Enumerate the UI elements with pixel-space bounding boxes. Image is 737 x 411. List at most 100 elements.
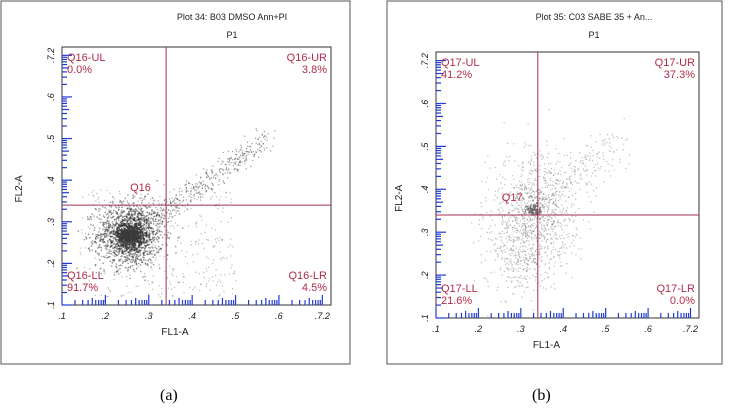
event-dot xyxy=(547,276,549,278)
event-dot xyxy=(187,203,189,205)
event-dot xyxy=(127,207,129,210)
event-dot xyxy=(535,262,537,264)
event-dot xyxy=(521,166,524,168)
event-dot xyxy=(145,239,148,242)
event-dot xyxy=(151,226,153,229)
event-dot xyxy=(592,149,594,152)
event-dot xyxy=(111,230,113,233)
event-dot xyxy=(550,258,552,260)
event-dot xyxy=(129,250,131,252)
event-dot xyxy=(118,251,120,253)
event-dot xyxy=(142,237,145,239)
event-dot xyxy=(556,190,558,192)
event-dot xyxy=(551,224,553,226)
event-dot xyxy=(128,210,130,213)
event-dot xyxy=(137,285,139,287)
event-dot xyxy=(523,198,525,200)
quadrant-name: Q17-LR xyxy=(656,283,695,295)
event-dot xyxy=(509,194,511,196)
event-dot xyxy=(134,235,136,237)
event-dot xyxy=(536,202,538,204)
event-dot xyxy=(523,291,526,293)
event-dot xyxy=(513,187,515,189)
event-dot xyxy=(571,276,573,279)
event-dot xyxy=(143,224,145,226)
event-dot xyxy=(172,274,174,276)
event-dot xyxy=(546,210,548,213)
event-dot xyxy=(103,269,105,271)
event-dot xyxy=(534,262,536,264)
event-dot xyxy=(555,225,557,227)
event-dot xyxy=(155,224,157,226)
event-dot xyxy=(113,198,116,200)
event-dot xyxy=(150,259,152,262)
event-dot xyxy=(520,276,523,279)
event-dot xyxy=(176,207,178,209)
event-dot xyxy=(516,258,519,260)
event-dot xyxy=(149,247,151,249)
event-dot xyxy=(150,206,152,208)
event-dot xyxy=(499,232,501,234)
event-dot xyxy=(125,253,127,255)
event-dot xyxy=(139,264,142,266)
event-dot xyxy=(558,222,560,224)
event-dot xyxy=(151,232,153,234)
event-dot xyxy=(571,203,573,205)
event-dot xyxy=(179,194,181,196)
event-dot xyxy=(545,222,547,224)
event-dot xyxy=(111,244,113,247)
event-dot xyxy=(596,153,598,156)
event-dot xyxy=(133,241,136,244)
event-dot xyxy=(233,272,236,274)
x-tick-label: .4 xyxy=(560,324,568,334)
event-dot xyxy=(565,209,567,212)
event-dot xyxy=(147,220,149,222)
event-dot xyxy=(139,213,142,215)
event-dot xyxy=(519,255,521,258)
event-dot xyxy=(134,227,137,230)
event-dot xyxy=(521,184,524,186)
event-dot xyxy=(132,202,134,205)
event-dot xyxy=(200,283,202,286)
event-dot xyxy=(120,242,122,245)
event-dot xyxy=(532,209,534,211)
event-dot xyxy=(505,244,507,247)
event-dot xyxy=(522,245,524,247)
event-dot xyxy=(148,213,150,215)
event-dot xyxy=(527,264,529,266)
event-dot xyxy=(157,230,159,233)
event-dot xyxy=(92,224,94,227)
event-dot xyxy=(563,247,565,249)
event-dot xyxy=(574,170,576,172)
event-dot xyxy=(539,202,542,204)
event-dot xyxy=(519,246,521,248)
event-dot xyxy=(195,221,197,223)
event-dot xyxy=(128,253,130,256)
event-dot xyxy=(121,220,123,222)
event-dot xyxy=(212,280,214,282)
event-dot xyxy=(554,169,556,171)
plot-panel-b: Plot 35: C03 SABE 35 + An... P1.1.1.2.2.3… xyxy=(386,0,723,365)
event-dot xyxy=(506,241,509,243)
event-dot xyxy=(81,217,84,219)
event-dot xyxy=(538,237,540,239)
event-dot xyxy=(255,142,257,144)
event-dot xyxy=(153,215,156,218)
event-dot xyxy=(94,208,97,210)
event-dot xyxy=(515,254,517,256)
event-dot xyxy=(145,225,147,227)
event-dot xyxy=(135,250,137,252)
event-dot xyxy=(541,227,543,230)
event-dot xyxy=(140,224,142,227)
event-dot xyxy=(106,229,108,231)
event-dot xyxy=(556,222,558,224)
event-dot xyxy=(533,194,535,196)
event-dot xyxy=(140,230,143,233)
event-dot xyxy=(120,295,123,297)
event-dot xyxy=(149,226,151,229)
event-dot xyxy=(144,195,147,197)
y-tick-label: .5 xyxy=(46,134,56,143)
event-dot xyxy=(106,217,109,219)
event-dot xyxy=(218,239,220,242)
